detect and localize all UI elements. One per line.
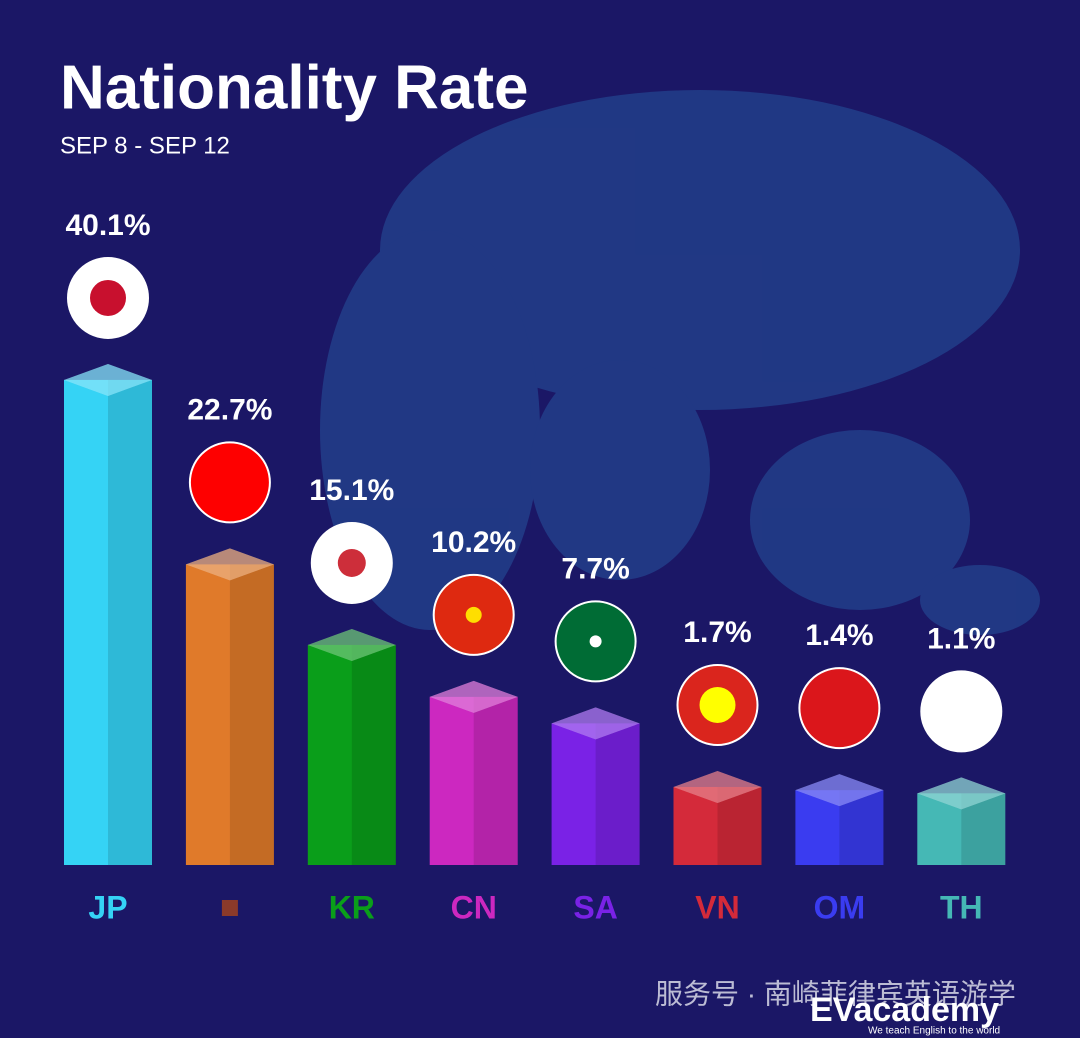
bar-shade [229, 564, 274, 865]
world-map [320, 90, 1040, 635]
flag-emblem [337, 548, 366, 577]
bar-top [673, 770, 762, 803]
value-label: 1.7% [683, 616, 751, 649]
bar-shade [351, 644, 396, 865]
value-label: 40.1% [65, 209, 150, 242]
bar-top-tint [307, 628, 396, 661]
bar [307, 644, 396, 865]
x-tick-label: KR [329, 889, 375, 925]
value-label: 1.4% [805, 619, 873, 652]
bar [185, 564, 274, 865]
bar-top [917, 777, 1006, 810]
watermark: 服务号 · 南崎菲律宾英语游学 [655, 978, 1016, 1009]
bar-top [307, 628, 396, 661]
bar-top [64, 363, 152, 396]
bar-top-tint [551, 707, 640, 740]
value-label: 10.2% [431, 526, 516, 559]
x-tick-label: CN [451, 889, 497, 925]
logo: EVacademy [810, 991, 999, 1029]
bar-top [795, 774, 884, 807]
bar-top [551, 707, 640, 740]
bar-top-tint [673, 770, 762, 803]
x-tick-label: VN [695, 889, 739, 925]
x-tick-label: TH [940, 889, 983, 925]
bar-top-tint [429, 680, 518, 713]
bar-top-tint [795, 774, 884, 807]
flag [798, 667, 881, 750]
flag-emblem [465, 606, 482, 623]
x-tick-label: SA [573, 889, 617, 925]
bar-top [429, 680, 518, 713]
bar-top-tint [185, 548, 274, 581]
flag-emblem [90, 279, 126, 316]
bar-shade [473, 696, 518, 865]
value-label: 1.1% [927, 622, 995, 655]
bar [429, 696, 518, 865]
bar [64, 379, 152, 865]
bar-shade [108, 379, 152, 865]
chart-subtitle: SEP 8 - SEP 12 [60, 132, 230, 159]
censored-label [221, 900, 238, 916]
bar-shade [595, 723, 640, 865]
value-label: 7.7% [561, 552, 629, 585]
x-tick-label: JP [88, 889, 127, 925]
flag-emblem [589, 635, 602, 648]
bar-top-tint [917, 777, 1006, 810]
flag [920, 670, 1003, 753]
logo-tagline: We teach English to the world [868, 1026, 1000, 1037]
value-label: 22.7% [187, 393, 272, 426]
x-tick-label: OM [814, 889, 866, 925]
value-label: 15.1% [309, 474, 394, 507]
flag [188, 441, 271, 524]
flag-emblem [699, 686, 736, 723]
chart-title: Nationality Rate [60, 53, 529, 122]
bar-top [185, 548, 274, 581]
bar-top-tint [64, 363, 152, 396]
bar [551, 723, 640, 865]
